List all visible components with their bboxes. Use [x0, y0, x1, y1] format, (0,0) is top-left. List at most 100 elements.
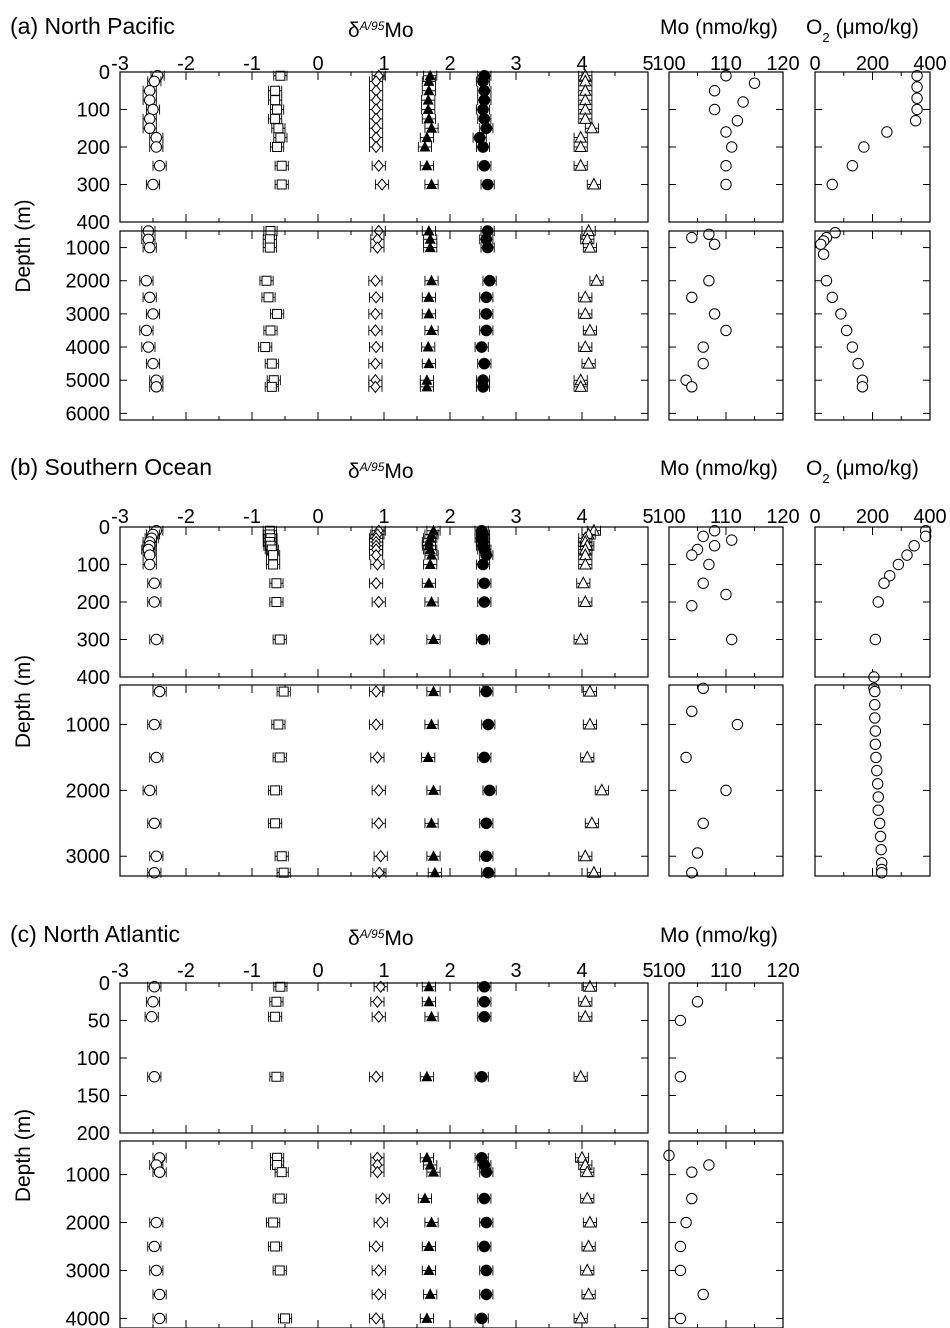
data-point-square-open	[276, 1167, 287, 1178]
data-point-square-open	[271, 597, 282, 607]
data-point-square-open	[276, 179, 287, 190]
delta-tick-label: 5	[642, 53, 653, 75]
data-point-triangle-filled	[421, 1070, 433, 1082]
data-point-circle-filled	[480, 324, 493, 337]
data-point-circle-open	[144, 784, 156, 797]
o2-point	[870, 751, 882, 764]
mo-tick-label: 100	[652, 53, 685, 75]
data-point-circle-filled	[478, 995, 491, 1008]
data-point-triangle-filled	[421, 1151, 433, 1163]
o2-axis-label: O2 (μmo/kg)	[806, 16, 919, 45]
o2-point	[820, 275, 833, 287]
data-point-diamond-open	[373, 784, 384, 797]
data-point-square-open	[270, 785, 281, 796]
series-circle-open	[139, 70, 167, 393]
mo-tick-label: 110	[710, 53, 742, 75]
data-point-triangle-open	[576, 576, 590, 589]
data-point-diamond-open	[370, 274, 381, 288]
data-point-circle-open	[150, 141, 163, 153]
data-point-triangle-filled	[426, 718, 438, 730]
depth-tick-label: 100	[77, 555, 110, 577]
data-point-circle-filled	[480, 685, 493, 698]
data-point-circle-filled	[478, 596, 491, 608]
depth-tick-label: 50	[88, 1011, 110, 1033]
o2-point	[817, 248, 830, 260]
series-triangle-filled	[417, 980, 441, 1324]
data-point-triangle-open	[574, 1311, 588, 1324]
series-triangle-open	[573, 523, 609, 878]
data-point-diamond-open	[373, 1288, 384, 1301]
mo-point	[708, 103, 721, 116]
o2-point	[874, 830, 887, 843]
mo-point	[680, 751, 692, 764]
o2-main: O	[806, 16, 822, 39]
upper-frame	[814, 71, 931, 223]
delta-symbol: δ	[348, 927, 360, 950]
data-point-triangle-filled	[423, 357, 435, 369]
data-point-square-open	[280, 1313, 290, 1324]
data-point-triangle-open	[574, 139, 588, 152]
data-point-square-open	[271, 578, 282, 589]
data-point-triangle-open	[578, 306, 592, 319]
data-point-circle-open	[144, 122, 156, 134]
depth-tick-label: 5000	[66, 370, 111, 392]
data-point-diamond-open	[372, 633, 383, 646]
mo-point	[697, 682, 709, 694]
upper-frame	[119, 526, 649, 678]
delta-tick-label: 5	[642, 960, 653, 982]
delta-superscript: A/95	[359, 927, 385, 941]
depth-tick-label: 100	[77, 1048, 110, 1070]
lower-frame	[119, 1140, 649, 1328]
delta-tick-label: -2	[177, 960, 195, 982]
data-point-square-open	[274, 752, 285, 763]
data-point-circle-filled	[483, 784, 496, 797]
data-point-circle-open	[147, 103, 159, 116]
data-point-circle-open	[148, 75, 161, 88]
data-point-circle-open	[153, 1166, 166, 1178]
delta-tick-label: 3	[510, 53, 521, 75]
data-point-circle-filled	[477, 75, 489, 88]
lower-frame	[814, 230, 931, 421]
upper-frame	[119, 982, 649, 1134]
data-point-triangle-filled	[421, 131, 433, 143]
depth-tick-label: 3000	[66, 304, 111, 326]
depth-tick-label: 4000	[66, 337, 111, 359]
upper-frame	[668, 71, 784, 223]
mo-point	[697, 577, 709, 589]
upper-frame	[814, 526, 931, 678]
o2-point	[892, 558, 905, 571]
data-point-triangle-filled	[421, 374, 433, 385]
data-point-square-open	[268, 550, 279, 561]
data-point-circle-filled	[481, 241, 494, 254]
data-point-square-open	[274, 1265, 285, 1276]
panel-title: (a) North Pacific	[10, 13, 175, 39]
data-point-circle-filled	[478, 84, 491, 97]
data-point-circle-open	[147, 308, 159, 320]
data-point-circle-filled	[475, 1312, 488, 1325]
delta-tick-label: 0	[312, 506, 323, 528]
data-point-triangle-open	[583, 979, 597, 992]
data-point-diamond-open	[370, 1312, 382, 1325]
o2-sub: 2	[822, 471, 829, 486]
data-point-circle-filled	[473, 131, 486, 144]
data-point-triangle-open	[583, 323, 597, 336]
data-point-triangle-filled	[421, 159, 433, 171]
upper-frame	[668, 982, 784, 1134]
data-point-square-open	[278, 867, 289, 878]
data-point-square-open	[272, 142, 283, 152]
data-point-circle-filled	[480, 1288, 493, 1301]
data-point-triangle-open	[574, 1069, 588, 1082]
mo-point	[720, 784, 732, 797]
o2-point	[909, 115, 922, 127]
o2-point	[908, 540, 920, 552]
data-point-diamond-open	[370, 1070, 382, 1084]
data-point-circle-open	[153, 1288, 166, 1301]
data-point-circle-open	[150, 381, 163, 393]
data-point-square-open	[271, 996, 282, 1007]
series-circle-open	[144, 981, 167, 1325]
lower-frame	[668, 230, 784, 421]
data-point-triangle-open	[578, 557, 592, 570]
o2-point	[869, 685, 881, 698]
data-point-diamond-open	[370, 380, 381, 394]
data-point-square-open	[275, 132, 286, 143]
